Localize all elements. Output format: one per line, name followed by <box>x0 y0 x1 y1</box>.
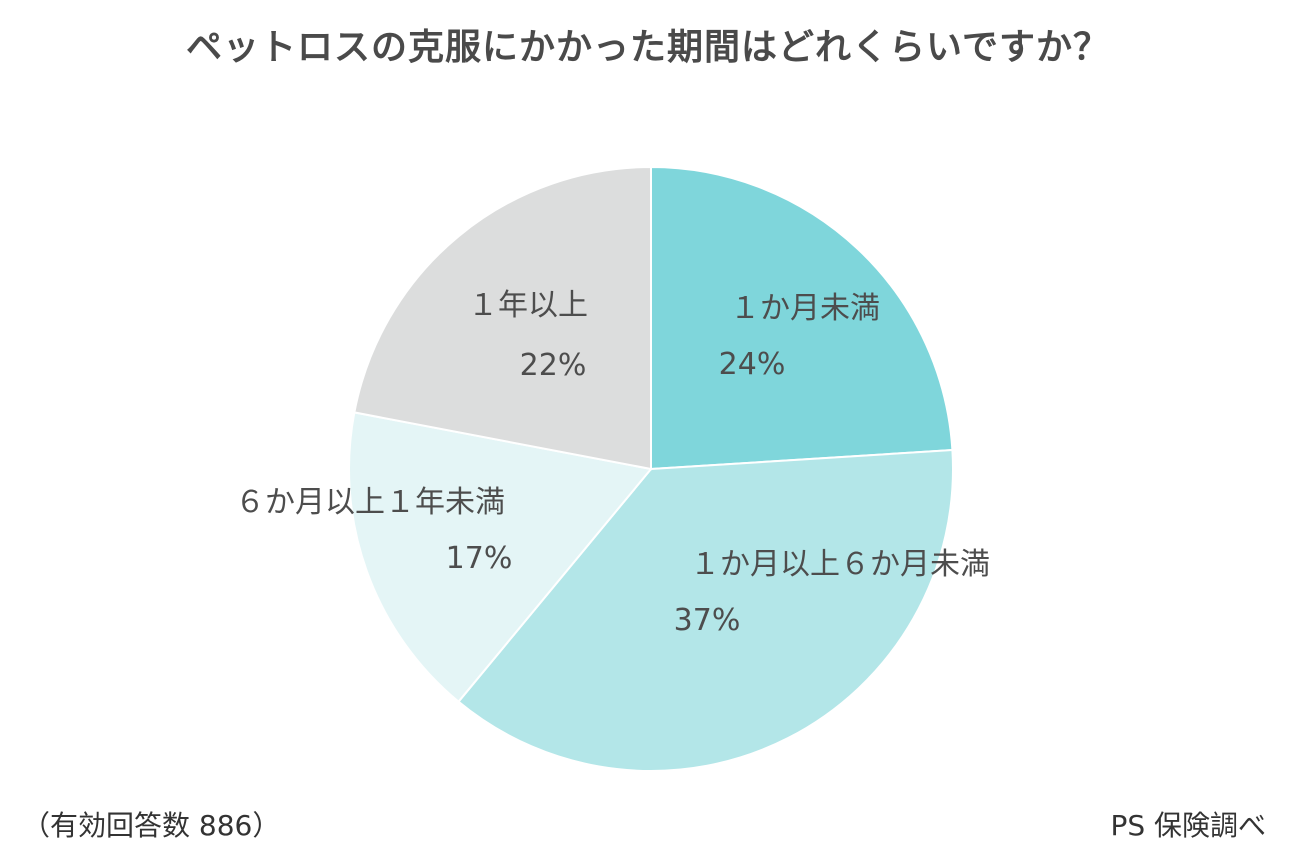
pie-labels: １か月未満 24% １か月以上６か月未満 37% ６か月以上１年未満 17% １年以上 22% <box>235 288 990 638</box>
sample-size-note: （有効回答数 886） <box>22 809 281 842</box>
pie-slice-2 <box>457 448 954 772</box>
slice-category-label-3: ６か月以上１年未満 <box>235 485 505 520</box>
slice-category-label-4: １年以上 <box>468 288 588 323</box>
slice-category-label-2: １か月以上６か月未満 <box>690 547 990 582</box>
source-note: PS 保険調べ <box>1110 809 1266 842</box>
chart-title: ペットロスの克服にかかった期間はどれくらいですか？ <box>186 27 1110 68</box>
pie-slice-3 <box>348 411 653 704</box>
slice-value-label-3: 17% <box>446 541 513 576</box>
slice-value-label-2: 37% <box>674 603 741 638</box>
pie-slice-1 <box>650 165 954 471</box>
slice-category-label-1: １か月未満 <box>730 291 880 326</box>
slice-value-label-4: 22% <box>520 348 587 383</box>
slice-value-label-1: 24% <box>719 347 786 382</box>
pie-slice-4 <box>353 165 652 471</box>
pie-slices <box>348 165 954 772</box>
